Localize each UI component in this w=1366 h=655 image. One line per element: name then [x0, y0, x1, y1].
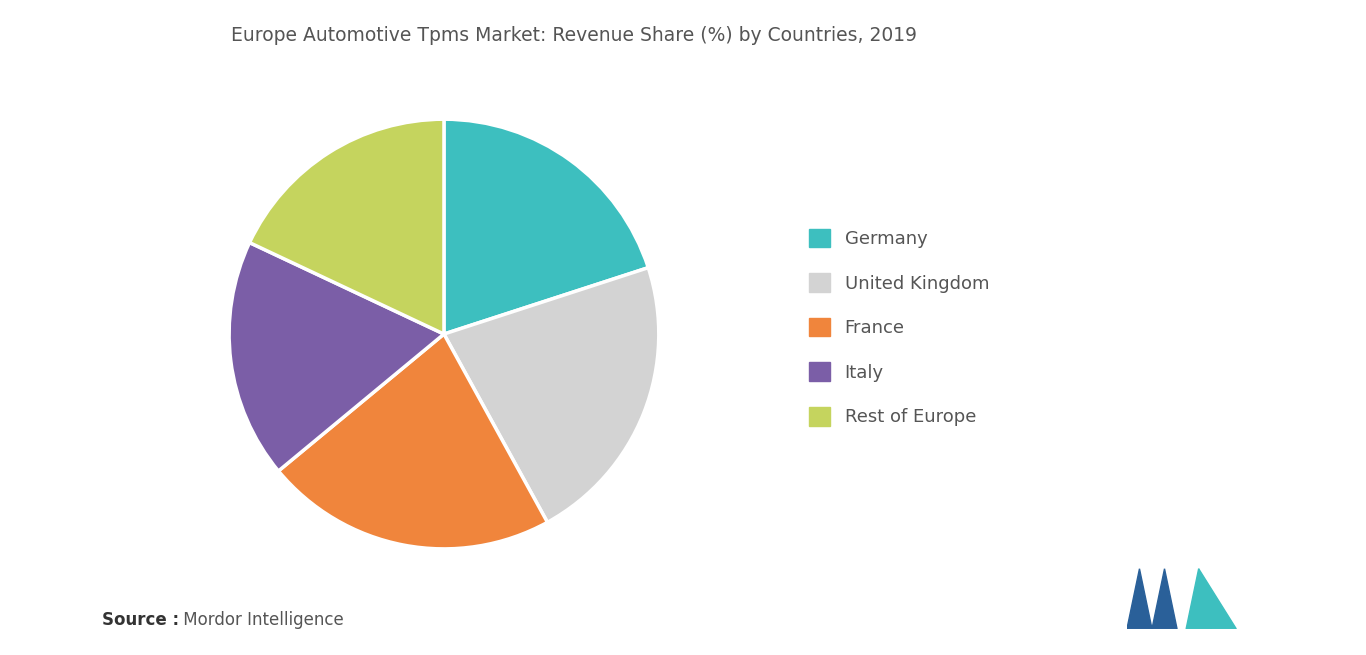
Wedge shape — [444, 268, 658, 522]
Polygon shape — [1127, 569, 1152, 629]
Wedge shape — [279, 334, 548, 549]
Polygon shape — [1152, 569, 1177, 629]
Wedge shape — [229, 242, 444, 471]
Text: Europe Automotive Tpms Market: Revenue Share (%) by Countries, 2019: Europe Automotive Tpms Market: Revenue S… — [231, 26, 917, 45]
Wedge shape — [444, 119, 649, 334]
Polygon shape — [1186, 569, 1212, 629]
Wedge shape — [250, 119, 444, 334]
Text: Mordor Intelligence: Mordor Intelligence — [178, 611, 343, 629]
Legend: Germany, United Kingdom, France, Italy, Rest of Europe: Germany, United Kingdom, France, Italy, … — [802, 221, 996, 434]
Text: Source :: Source : — [102, 611, 179, 629]
Polygon shape — [1199, 569, 1236, 629]
